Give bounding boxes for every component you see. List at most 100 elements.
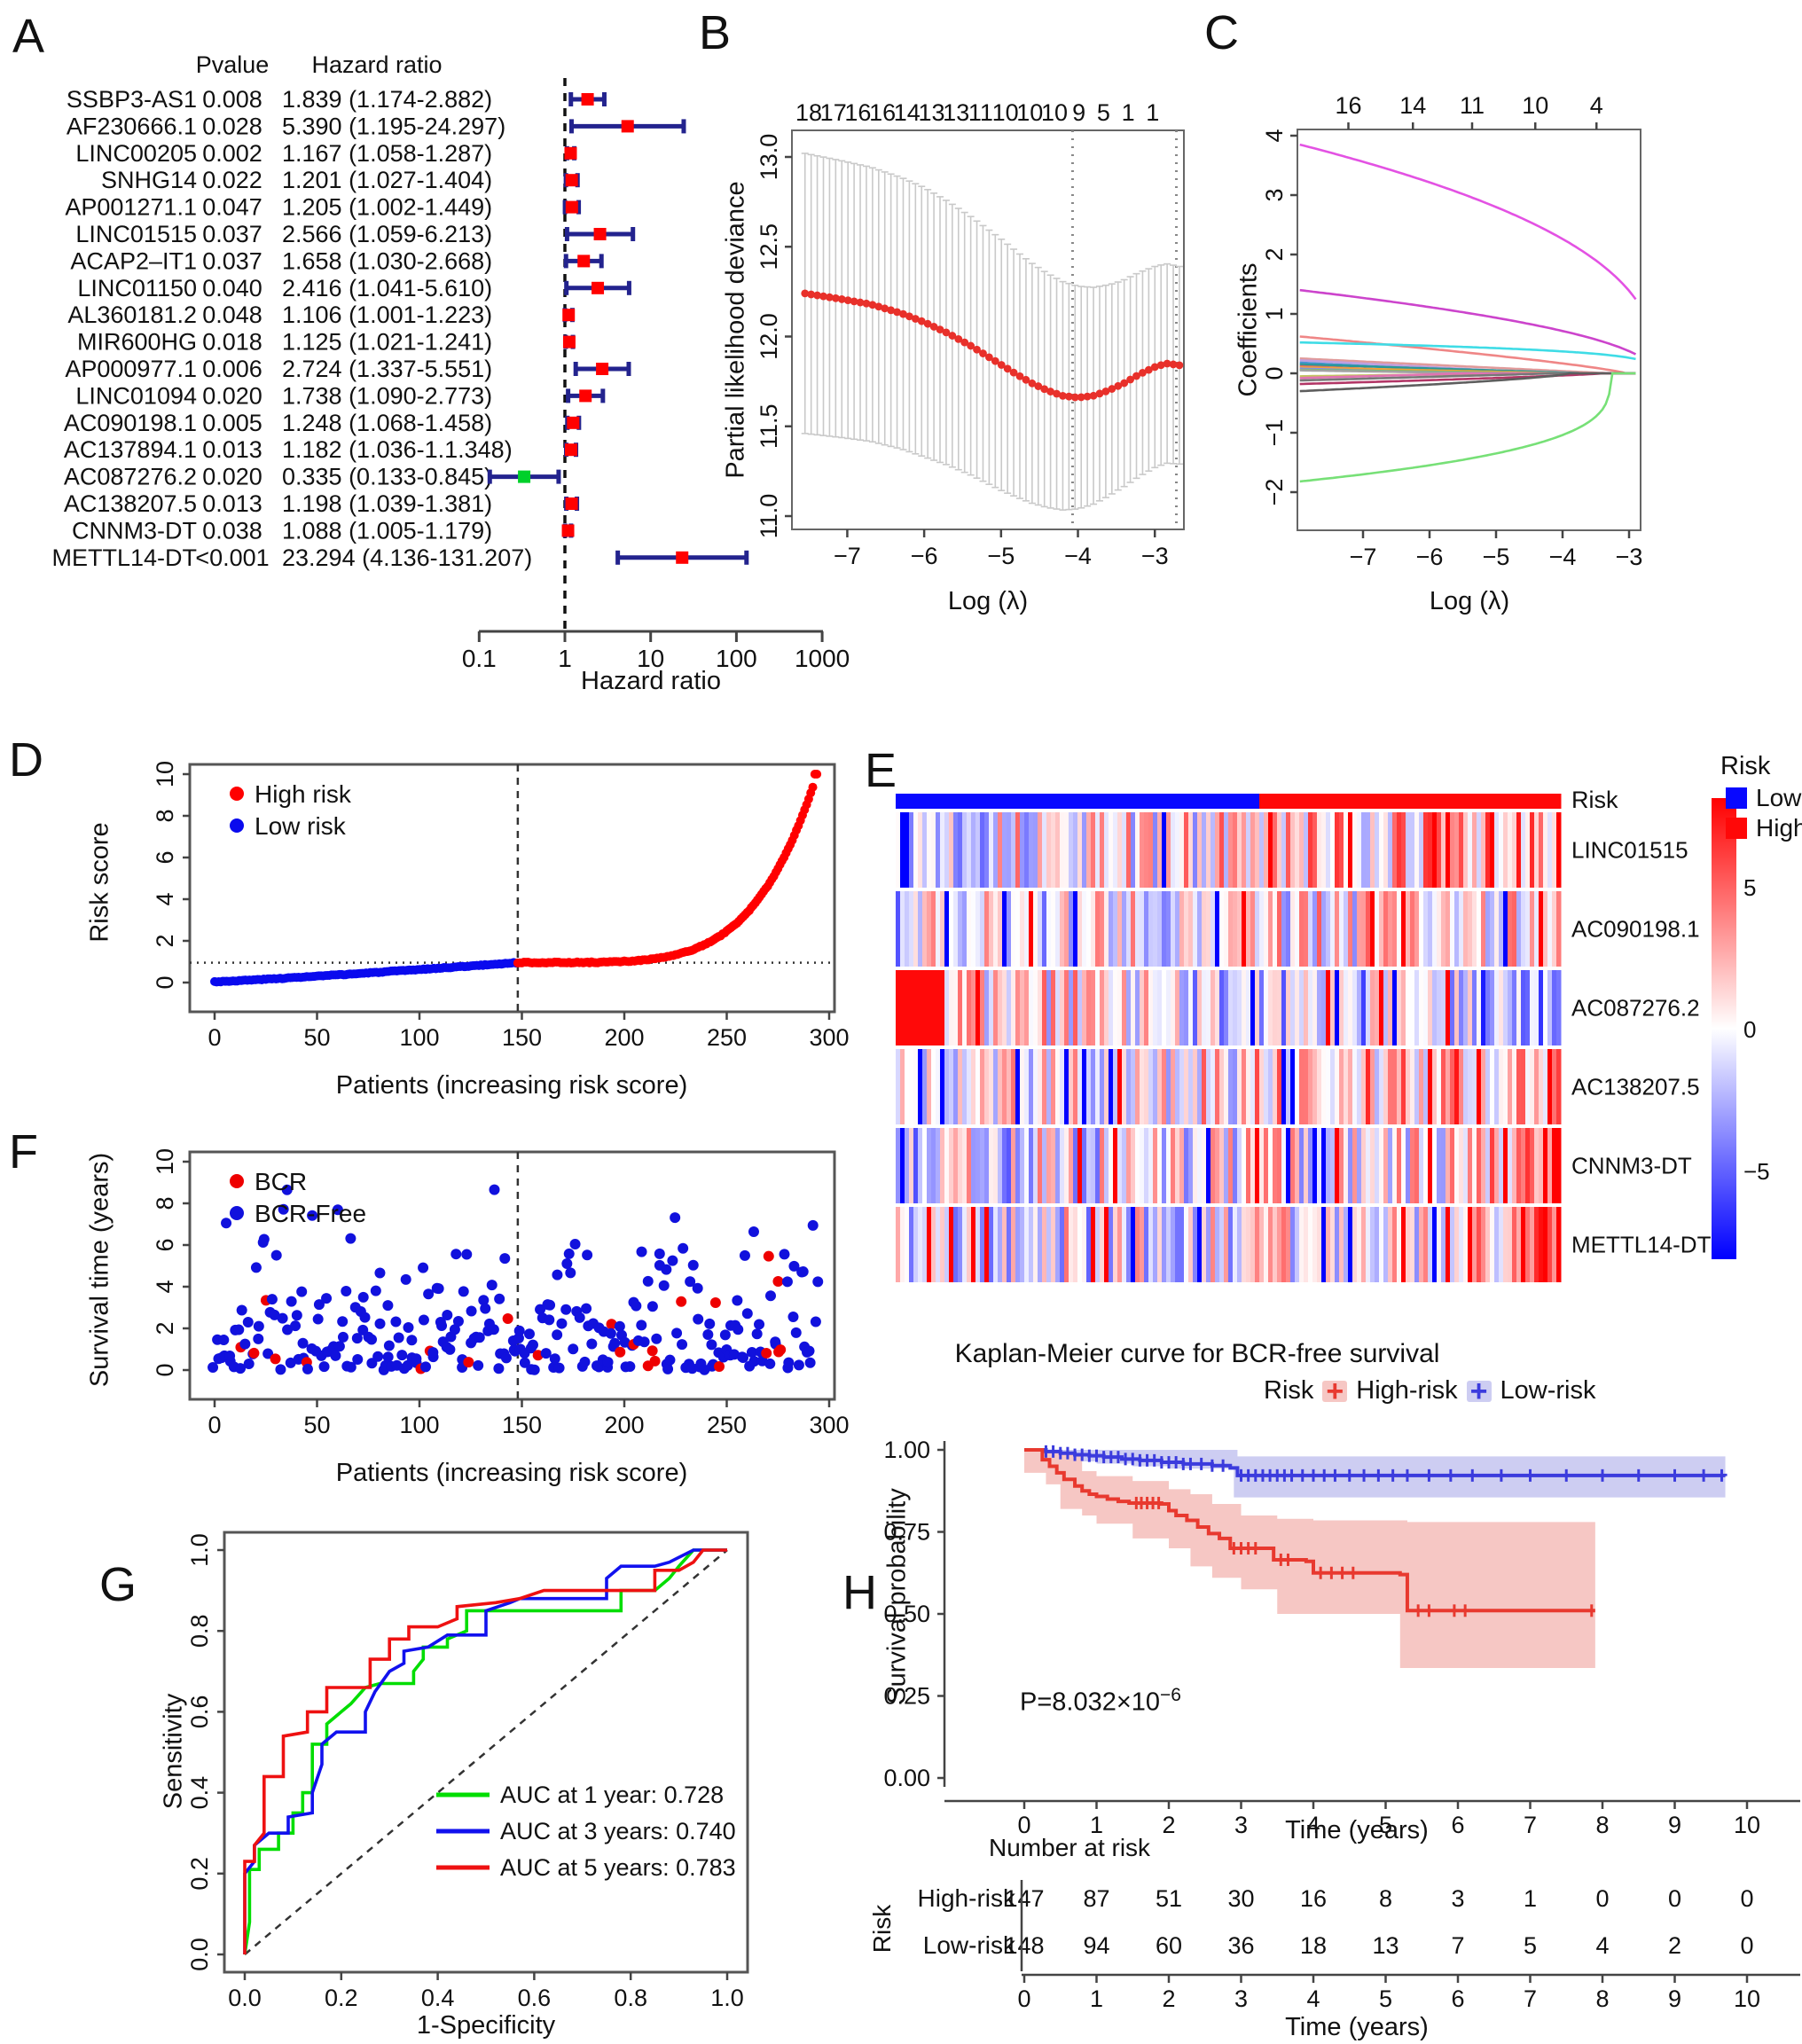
svg-text:10: 10 <box>152 1148 178 1175</box>
svg-text:−5: −5 <box>1483 544 1510 570</box>
svg-text:100: 100 <box>399 1412 439 1438</box>
svg-text:−4: −4 <box>1549 544 1577 570</box>
heatmap-legend-title: Risk <box>1720 752 1771 780</box>
svg-text:AP001271.1: AP001271.1 <box>65 194 197 221</box>
svg-text:0: 0 <box>208 1412 221 1438</box>
svg-text:AL360181.2: AL360181.2 <box>67 302 197 328</box>
svg-text:5: 5 <box>1379 1985 1392 2012</box>
svg-text:−7: −7 <box>834 543 861 569</box>
svg-text:87: 87 <box>1083 1885 1109 1912</box>
svg-text:1.738 (1.090-2.773): 1.738 (1.090-2.773) <box>282 382 492 409</box>
svg-text:1.658 (1.030-2.668): 1.658 (1.030-2.668) <box>282 247 492 274</box>
svg-text:2: 2 <box>1162 1985 1175 2012</box>
svg-text:1: 1 <box>1261 307 1288 320</box>
panel-c-label: C <box>1204 6 1239 59</box>
svg-text:50: 50 <box>303 1412 330 1438</box>
svg-text:16: 16 <box>844 99 871 126</box>
km-yaxis-title: Survival probability <box>882 1488 912 1704</box>
km-pvalue: P=8.032×10−6 <box>1020 1685 1181 1718</box>
svg-text:−1: −1 <box>1261 419 1288 447</box>
svg-text:150: 150 <box>502 1412 542 1438</box>
svg-text:AUC at 3 years: 0.740: AUC at 3 years: 0.740 <box>500 1818 736 1844</box>
panel-d-label: D <box>9 733 43 787</box>
deviance-xaxis-title: Log (λ) <box>947 587 1029 615</box>
svg-text:16: 16 <box>1300 1885 1327 1912</box>
svg-text:4: 4 <box>1306 1812 1320 1838</box>
svg-text:−2: −2 <box>1261 479 1288 506</box>
svg-text:0.020: 0.020 <box>202 382 262 409</box>
svg-text:2.566 (1.059-6.213): 2.566 (1.059-6.213) <box>282 221 492 247</box>
svg-text:ACAP2–IT1: ACAP2–IT1 <box>70 247 197 274</box>
svg-text:2.724 (1.337-5.551): 2.724 (1.337-5.551) <box>282 356 492 382</box>
svg-text:Low-risk: Low-risk <box>923 1931 1016 1959</box>
svg-text:CNNM3-DT: CNNM3-DT <box>72 517 197 544</box>
panel-e-label: E <box>865 744 897 797</box>
forest-xaxis-title: Hazard ratio <box>581 667 721 695</box>
svg-text:36: 36 <box>1227 1932 1254 1959</box>
km-legend-marker: + <box>1322 1376 1348 1406</box>
svg-text:250: 250 <box>707 1412 747 1438</box>
svg-text:13.0: 13.0 <box>756 134 782 181</box>
svg-text:23.294 (4.136-131.207): 23.294 (4.136-131.207) <box>282 544 532 571</box>
svg-text:94: 94 <box>1083 1932 1109 1959</box>
svg-text:Risk: Risk <box>1571 787 1618 813</box>
svg-text:100: 100 <box>399 1024 439 1051</box>
svg-text:10: 10 <box>992 99 1019 126</box>
svg-text:11: 11 <box>1460 92 1485 119</box>
heatmap-legend-item: High <box>1726 814 1802 842</box>
svg-text:10: 10 <box>1041 99 1068 126</box>
svg-text:0.6: 0.6 <box>518 1985 552 2011</box>
svg-text:1000: 1000 <box>795 645 850 672</box>
svg-text:6: 6 <box>1451 1812 1464 1838</box>
svg-text:1.0: 1.0 <box>710 1985 744 2011</box>
km-legend: Risk + High-risk + Low-risk <box>1264 1376 1595 1406</box>
risk-table-side-label: Risk <box>868 1904 896 1954</box>
svg-text:150: 150 <box>502 1024 542 1051</box>
svg-text:1: 1 <box>1090 1985 1103 2012</box>
svg-text:AC087276.2: AC087276.2 <box>1571 995 1700 1022</box>
svg-text:0.0: 0.0 <box>228 1985 262 2011</box>
svg-text:7: 7 <box>1451 1932 1464 1959</box>
svg-text:AF230666.1: AF230666.1 <box>67 113 197 139</box>
svg-text:1.201 (1.027-1.404): 1.201 (1.027-1.404) <box>282 167 492 193</box>
heatmap-legend-item: Low <box>1726 784 1801 812</box>
svg-text:8: 8 <box>152 809 178 822</box>
svg-text:13: 13 <box>918 99 944 126</box>
svg-text:0.6: 0.6 <box>186 1696 213 1729</box>
svg-text:3: 3 <box>1234 1812 1248 1838</box>
svg-text:AP000977.1: AP000977.1 <box>65 356 197 382</box>
km-xaxis-title: Time (years) <box>1285 1816 1429 1844</box>
svg-text:10: 10 <box>1522 92 1548 119</box>
svg-text:LINC01515: LINC01515 <box>1571 837 1688 864</box>
svg-text:0.335 (0.133-0.845): 0.335 (0.133-0.845) <box>282 464 492 490</box>
svg-text:CNNM3-DT: CNNM3-DT <box>1571 1153 1692 1179</box>
svg-text:0.018: 0.018 <box>202 329 262 356</box>
svg-text:2: 2 <box>1162 1812 1175 1838</box>
svg-text:0.2: 0.2 <box>325 1985 358 2011</box>
svg-text:13: 13 <box>1372 1932 1399 1959</box>
svg-text:2: 2 <box>152 934 178 947</box>
svg-text:4: 4 <box>152 892 178 905</box>
svg-text:3: 3 <box>1261 188 1288 201</box>
svg-text:8: 8 <box>1595 1812 1609 1838</box>
svg-text:0: 0 <box>1668 1885 1681 1912</box>
roc-xaxis-title: 1-Specificity <box>416 2011 556 2040</box>
svg-text:11.0: 11.0 <box>756 494 782 539</box>
svg-text:0.037: 0.037 <box>202 221 262 247</box>
coefficients-xaxis-title: Log (λ) <box>1429 587 1510 615</box>
svg-text:LINC00205: LINC00205 <box>75 140 197 167</box>
svg-text:60: 60 <box>1156 1932 1182 1959</box>
svg-text:0: 0 <box>1743 1016 1756 1043</box>
svg-text:16: 16 <box>1335 92 1361 119</box>
heatmap-legend-swatch <box>1726 818 1747 839</box>
svg-text:17: 17 <box>820 99 847 126</box>
svg-text:1: 1 <box>1090 1812 1103 1838</box>
svg-text:147: 147 <box>1004 1885 1044 1912</box>
svg-text:1: 1 <box>1146 99 1159 126</box>
svg-text:0.028: 0.028 <box>202 113 262 139</box>
svg-text:9: 9 <box>1072 99 1085 126</box>
svg-text:3: 3 <box>1234 1985 1248 2012</box>
svg-text:1.125 (1.021-1.241): 1.125 (1.021-1.241) <box>282 329 492 356</box>
